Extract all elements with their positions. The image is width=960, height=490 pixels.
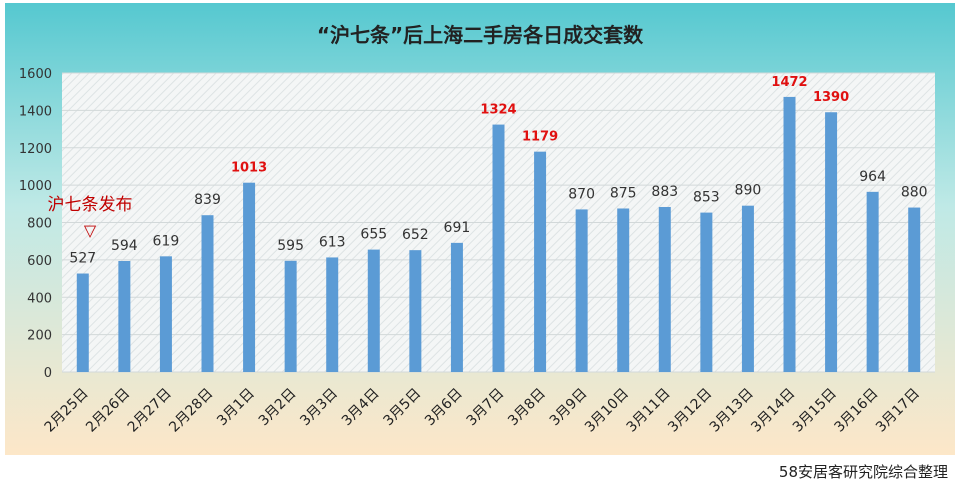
- bar: [118, 260, 131, 372]
- data-label: 613: [319, 234, 346, 250]
- y-tick-label: 800: [27, 217, 52, 232]
- y-tick-label: 600: [27, 254, 52, 269]
- bar: [201, 215, 214, 372]
- y-tick-label: 1000: [19, 179, 52, 194]
- bar: [284, 260, 297, 372]
- data-label: 594: [111, 238, 138, 254]
- data-label: 619: [153, 233, 180, 249]
- chart-title: “沪七条”后上海二手房各日成交套数: [317, 23, 644, 47]
- bar: [76, 273, 89, 372]
- bar: [783, 96, 796, 373]
- y-tick-label: 400: [27, 291, 52, 306]
- bars: [76, 96, 921, 373]
- bar: [866, 191, 879, 372]
- y-tick-label: 1200: [19, 142, 52, 157]
- bar: [492, 124, 505, 372]
- y-tick-label: 1600: [19, 67, 52, 82]
- data-label: 595: [277, 238, 304, 254]
- data-labels: 527 594 619 839 1013 595 613 655 652 691 1324 1179 8…: [69, 75, 927, 267]
- bar: [741, 205, 754, 372]
- data-label: 853: [693, 190, 720, 206]
- data-label: 880: [901, 185, 928, 201]
- data-label: 1179: [522, 130, 558, 145]
- data-label: 1390: [813, 90, 849, 105]
- data-label: 870: [568, 186, 595, 202]
- bar: [825, 112, 838, 373]
- y-tick-label: 1400: [19, 104, 52, 119]
- data-label: 964: [859, 169, 886, 185]
- data-label: 652: [402, 227, 429, 243]
- source-note: 58安居客研究院综合整理: [778, 463, 948, 481]
- bar: [658, 206, 671, 372]
- y-tick-label: 0: [44, 366, 52, 381]
- bar: [367, 249, 380, 372]
- data-label: 1472: [771, 75, 807, 90]
- data-label: 655: [360, 227, 387, 243]
- data-label: 1013: [231, 161, 267, 176]
- annotation-text: 沪七条发布: [48, 195, 133, 215]
- bar: [326, 257, 339, 372]
- bar: [409, 250, 422, 372]
- bar: [159, 256, 172, 372]
- data-label: 1324: [480, 103, 516, 118]
- bar: [243, 182, 256, 372]
- bar: [534, 151, 547, 372]
- y-tick-label: 200: [27, 329, 52, 344]
- data-label: 839: [194, 192, 221, 208]
- bar: [575, 209, 588, 372]
- y-axis: 0 200 400 600 800 1000 1200 1400 1600: [19, 67, 52, 381]
- bar: [617, 208, 630, 372]
- data-label: 883: [651, 184, 678, 200]
- data-label: 875: [610, 185, 637, 201]
- bar: [700, 212, 713, 372]
- data-label: 890: [735, 183, 762, 199]
- bar: [908, 207, 921, 372]
- data-label: 527: [69, 251, 96, 267]
- data-label: 691: [444, 220, 471, 236]
- bar: [450, 242, 463, 372]
- annotation-marker: ▽: [84, 221, 97, 240]
